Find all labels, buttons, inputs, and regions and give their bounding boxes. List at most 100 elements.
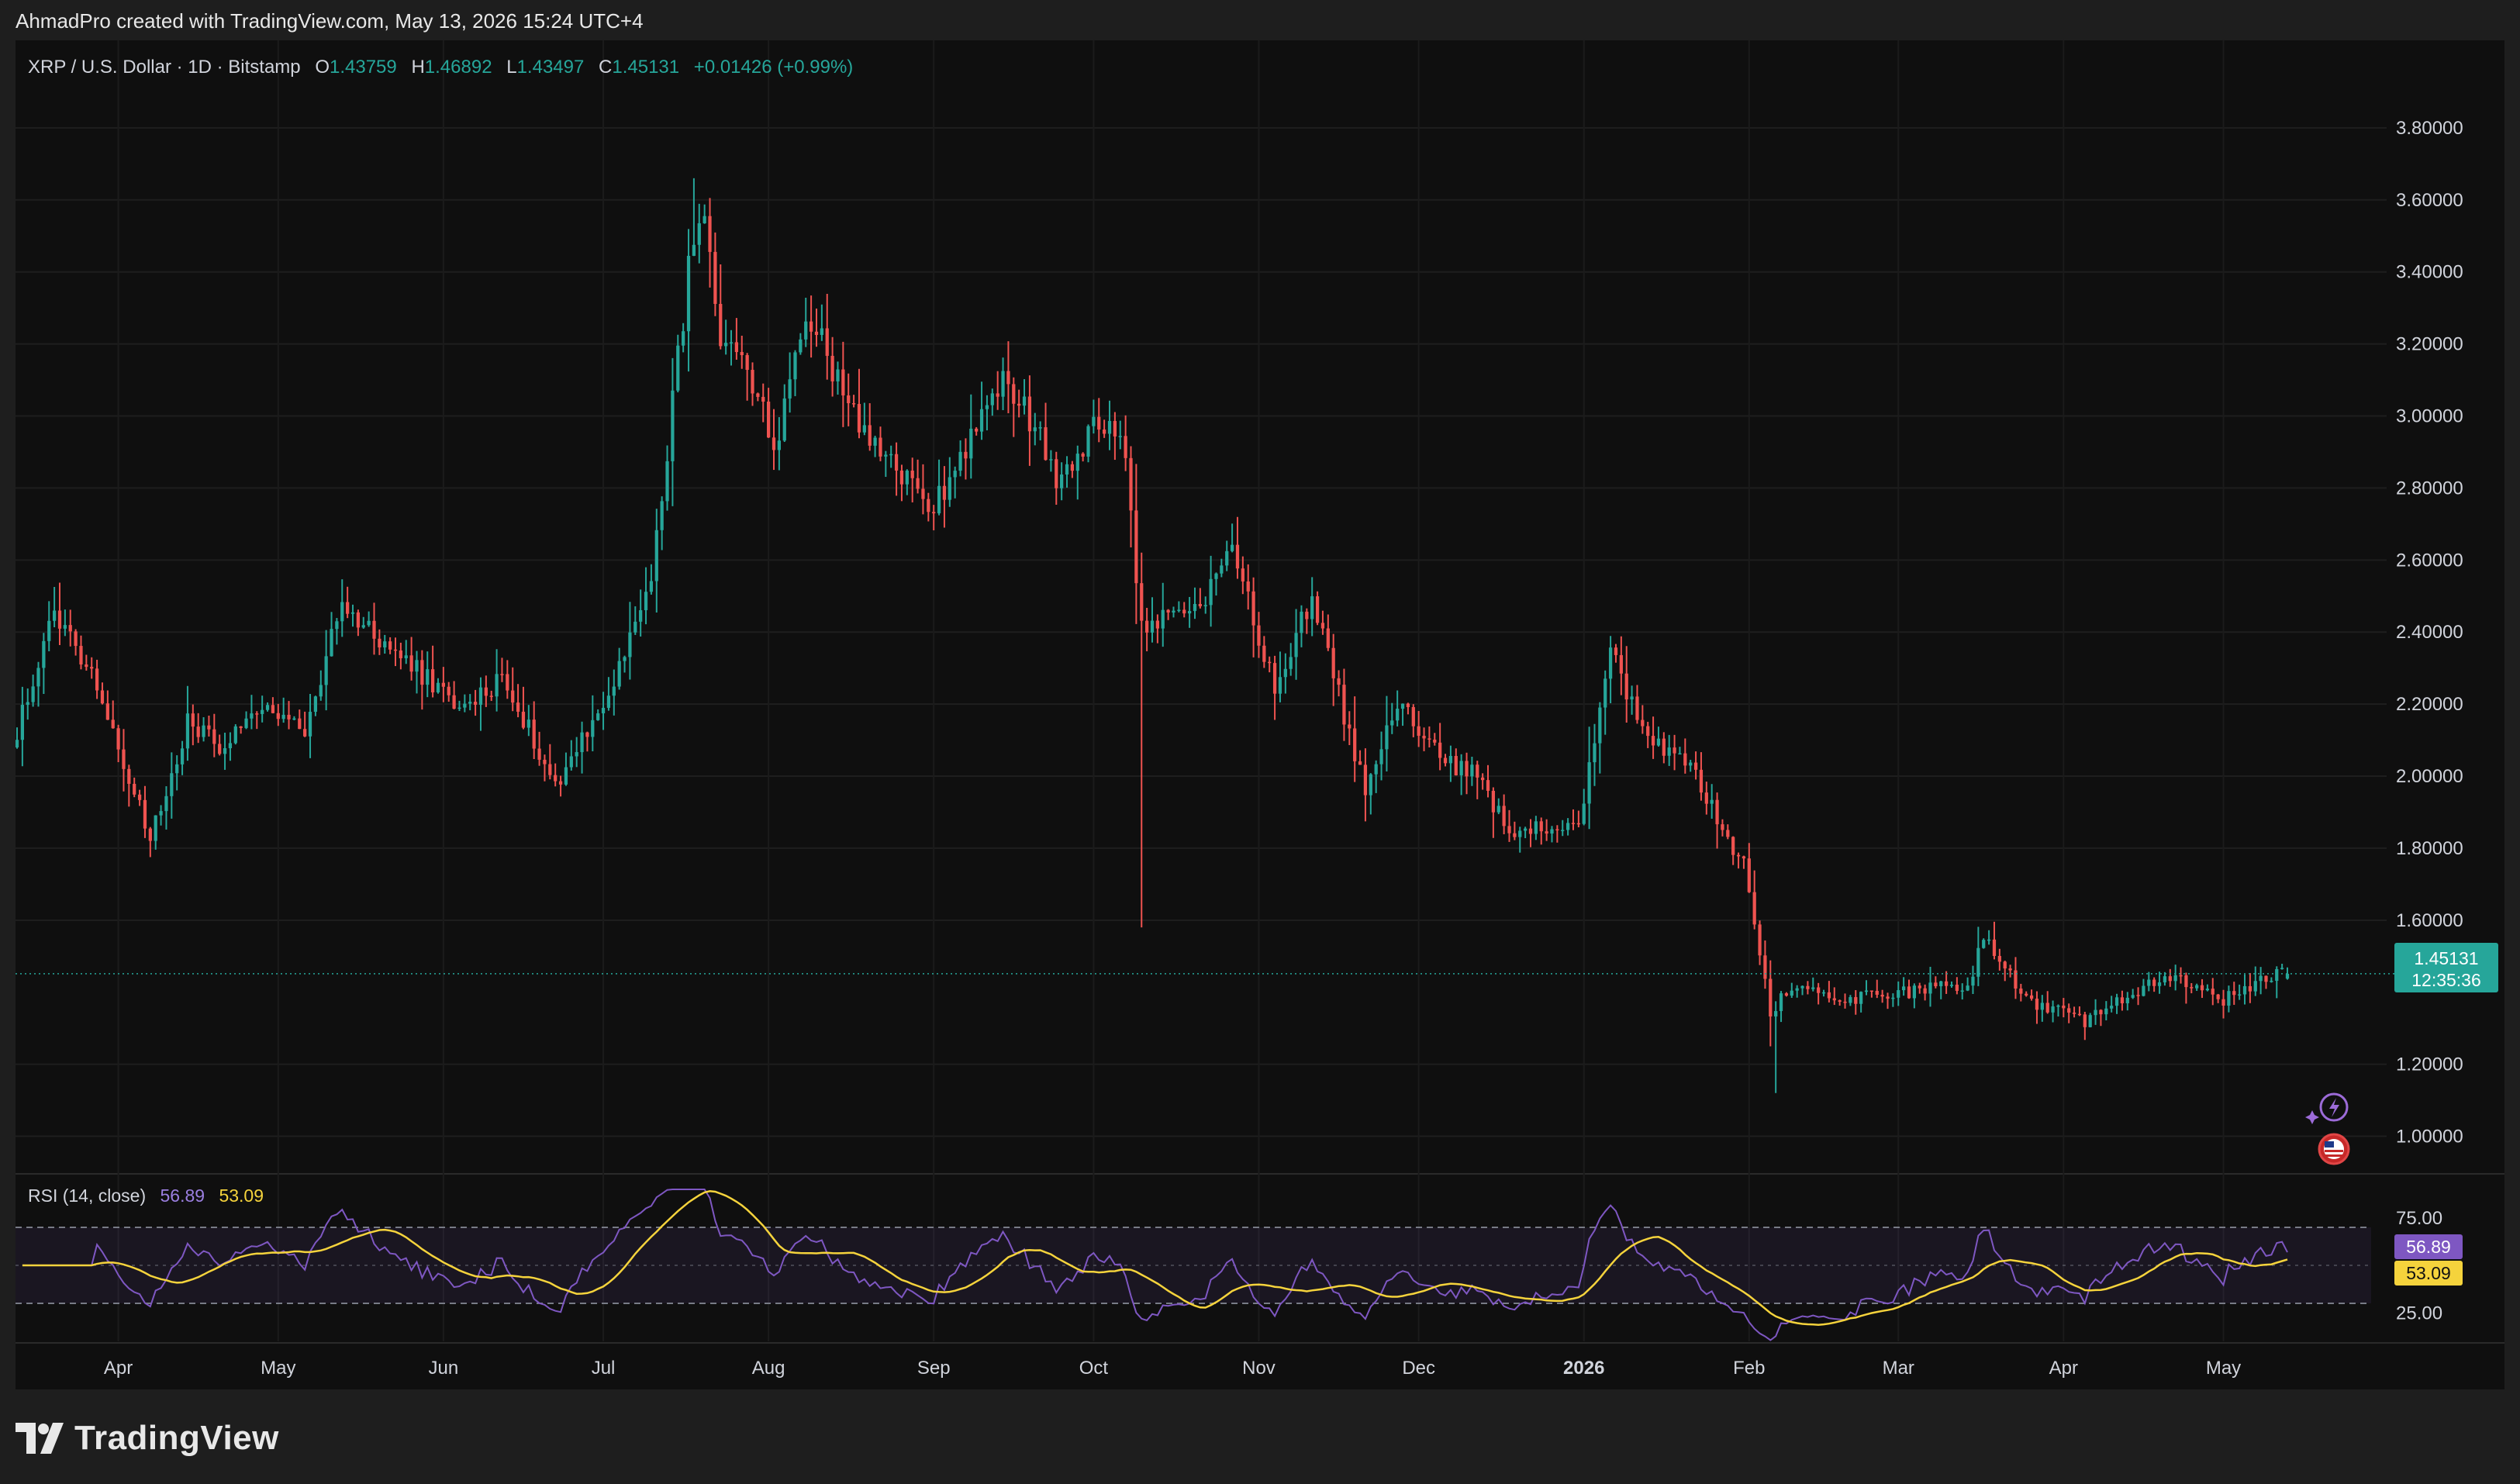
candle-body xyxy=(1518,830,1522,837)
candle-body xyxy=(1864,990,1869,992)
candle-body xyxy=(2227,991,2231,1006)
rsi-line xyxy=(22,1189,2288,1341)
candle-body xyxy=(1081,454,1085,457)
rsi-legend-ma: 53.09 xyxy=(219,1185,264,1206)
candle-body xyxy=(133,783,136,795)
candle-body xyxy=(1763,955,1767,979)
candle-body xyxy=(2051,1006,2055,1013)
candle-body xyxy=(521,711,526,728)
candle-body xyxy=(79,646,83,664)
candle-body xyxy=(1614,647,1618,655)
candle-body xyxy=(303,729,307,737)
candle-body xyxy=(1699,769,1704,793)
candle-body xyxy=(554,775,558,782)
candle-body xyxy=(2077,1013,2082,1016)
candle-body xyxy=(383,641,387,648)
candle-body xyxy=(2120,997,2125,1004)
candle-body xyxy=(1928,982,1932,994)
tradingview-brand[interactable]: TradingView xyxy=(16,1419,279,1458)
rsi-tick-label: 75.00 xyxy=(2396,1208,2442,1229)
time-tick-label: Oct xyxy=(1079,1358,1109,1379)
candle-body xyxy=(287,714,291,720)
candle-body xyxy=(1283,668,1287,678)
candle-body xyxy=(830,355,834,381)
time-tick-label: Apr xyxy=(2049,1358,2078,1379)
candle-body xyxy=(1145,620,1149,633)
candle-body xyxy=(1678,753,1682,755)
candle-body xyxy=(1992,939,1997,956)
header-attribution: AhmadPro created with TradingView.com, M… xyxy=(16,9,644,33)
candle-body xyxy=(1635,696,1639,720)
candle-body xyxy=(292,718,296,720)
candle-body xyxy=(31,686,35,702)
candle-body xyxy=(2270,981,2273,982)
candle-body xyxy=(68,625,72,632)
candle-body xyxy=(1827,992,1831,999)
candle-body xyxy=(910,470,914,478)
candle-body xyxy=(857,404,861,433)
candle-body xyxy=(473,702,478,705)
time-tick-label: Mar xyxy=(1883,1358,1914,1379)
candle-body xyxy=(2008,968,2012,971)
candle-body xyxy=(1470,764,1474,777)
candle-body xyxy=(1070,464,1075,471)
candle-body xyxy=(889,454,893,456)
candle-body xyxy=(2253,981,2257,992)
candle-body xyxy=(298,718,302,730)
candle-body xyxy=(1193,603,1197,612)
candle-body xyxy=(1869,990,1874,992)
candle-body xyxy=(1875,990,1879,995)
candle-body xyxy=(788,379,792,399)
candle-body xyxy=(361,625,365,628)
lightning-icon[interactable] xyxy=(2305,1092,2349,1124)
candle-body xyxy=(1129,457,1133,511)
candle-body xyxy=(1502,806,1506,827)
candle-body xyxy=(1017,403,1021,406)
candle-body xyxy=(676,345,680,391)
legend-close: 1.45131 xyxy=(612,57,679,78)
legend-change: +0.01426 (+0.99%) xyxy=(694,57,854,78)
candle-body xyxy=(964,451,968,459)
candle-body xyxy=(350,612,355,614)
candle-body xyxy=(1912,985,1916,999)
candle-body xyxy=(2200,985,2204,991)
candle-body xyxy=(1619,654,1623,674)
candle-body xyxy=(137,794,142,800)
candle-body xyxy=(953,471,957,478)
candle-body xyxy=(724,343,728,347)
candle-body xyxy=(932,512,936,514)
candle-body xyxy=(569,756,573,768)
candle-body xyxy=(761,396,765,402)
candle-body xyxy=(601,707,606,714)
candle-body xyxy=(1187,611,1192,614)
candle-body xyxy=(921,488,925,499)
candle-body xyxy=(15,740,19,747)
candle-body xyxy=(1241,568,1244,582)
candle-body xyxy=(1134,510,1138,584)
candle-body xyxy=(969,428,973,459)
time-tick-label: Aug xyxy=(752,1358,785,1379)
candle-body xyxy=(682,331,685,346)
candle-body xyxy=(1774,1011,1778,1016)
candle-body xyxy=(255,713,259,715)
candle-body xyxy=(612,686,616,696)
candle-body xyxy=(2259,975,2263,982)
candle-body xyxy=(1113,420,1117,437)
candle-body xyxy=(575,752,578,757)
us-flag-icon[interactable] xyxy=(2318,1133,2350,1165)
candle-body xyxy=(26,702,29,706)
candle-body xyxy=(660,501,664,530)
candle-body xyxy=(1331,647,1335,678)
candle-body xyxy=(1821,992,1826,994)
price-tick-label: 2.40000 xyxy=(2396,622,2463,643)
chart-panel[interactable]: 3.80000 3.60000 3.40000 3.20000 3.00000 2.800… xyxy=(15,40,2504,1389)
candle-body xyxy=(372,620,376,639)
candle-body xyxy=(1902,986,1906,991)
candle-body xyxy=(180,748,185,764)
chart-svg[interactable]: 3.80000 3.60000 3.40000 3.20000 3.00000 2.800… xyxy=(15,40,2504,1389)
candle-body xyxy=(2152,979,2156,986)
candle-body xyxy=(2173,975,2177,982)
candle-body xyxy=(1646,726,1650,737)
rsi-ma-line xyxy=(22,1190,2288,1326)
candle-body xyxy=(478,687,483,705)
